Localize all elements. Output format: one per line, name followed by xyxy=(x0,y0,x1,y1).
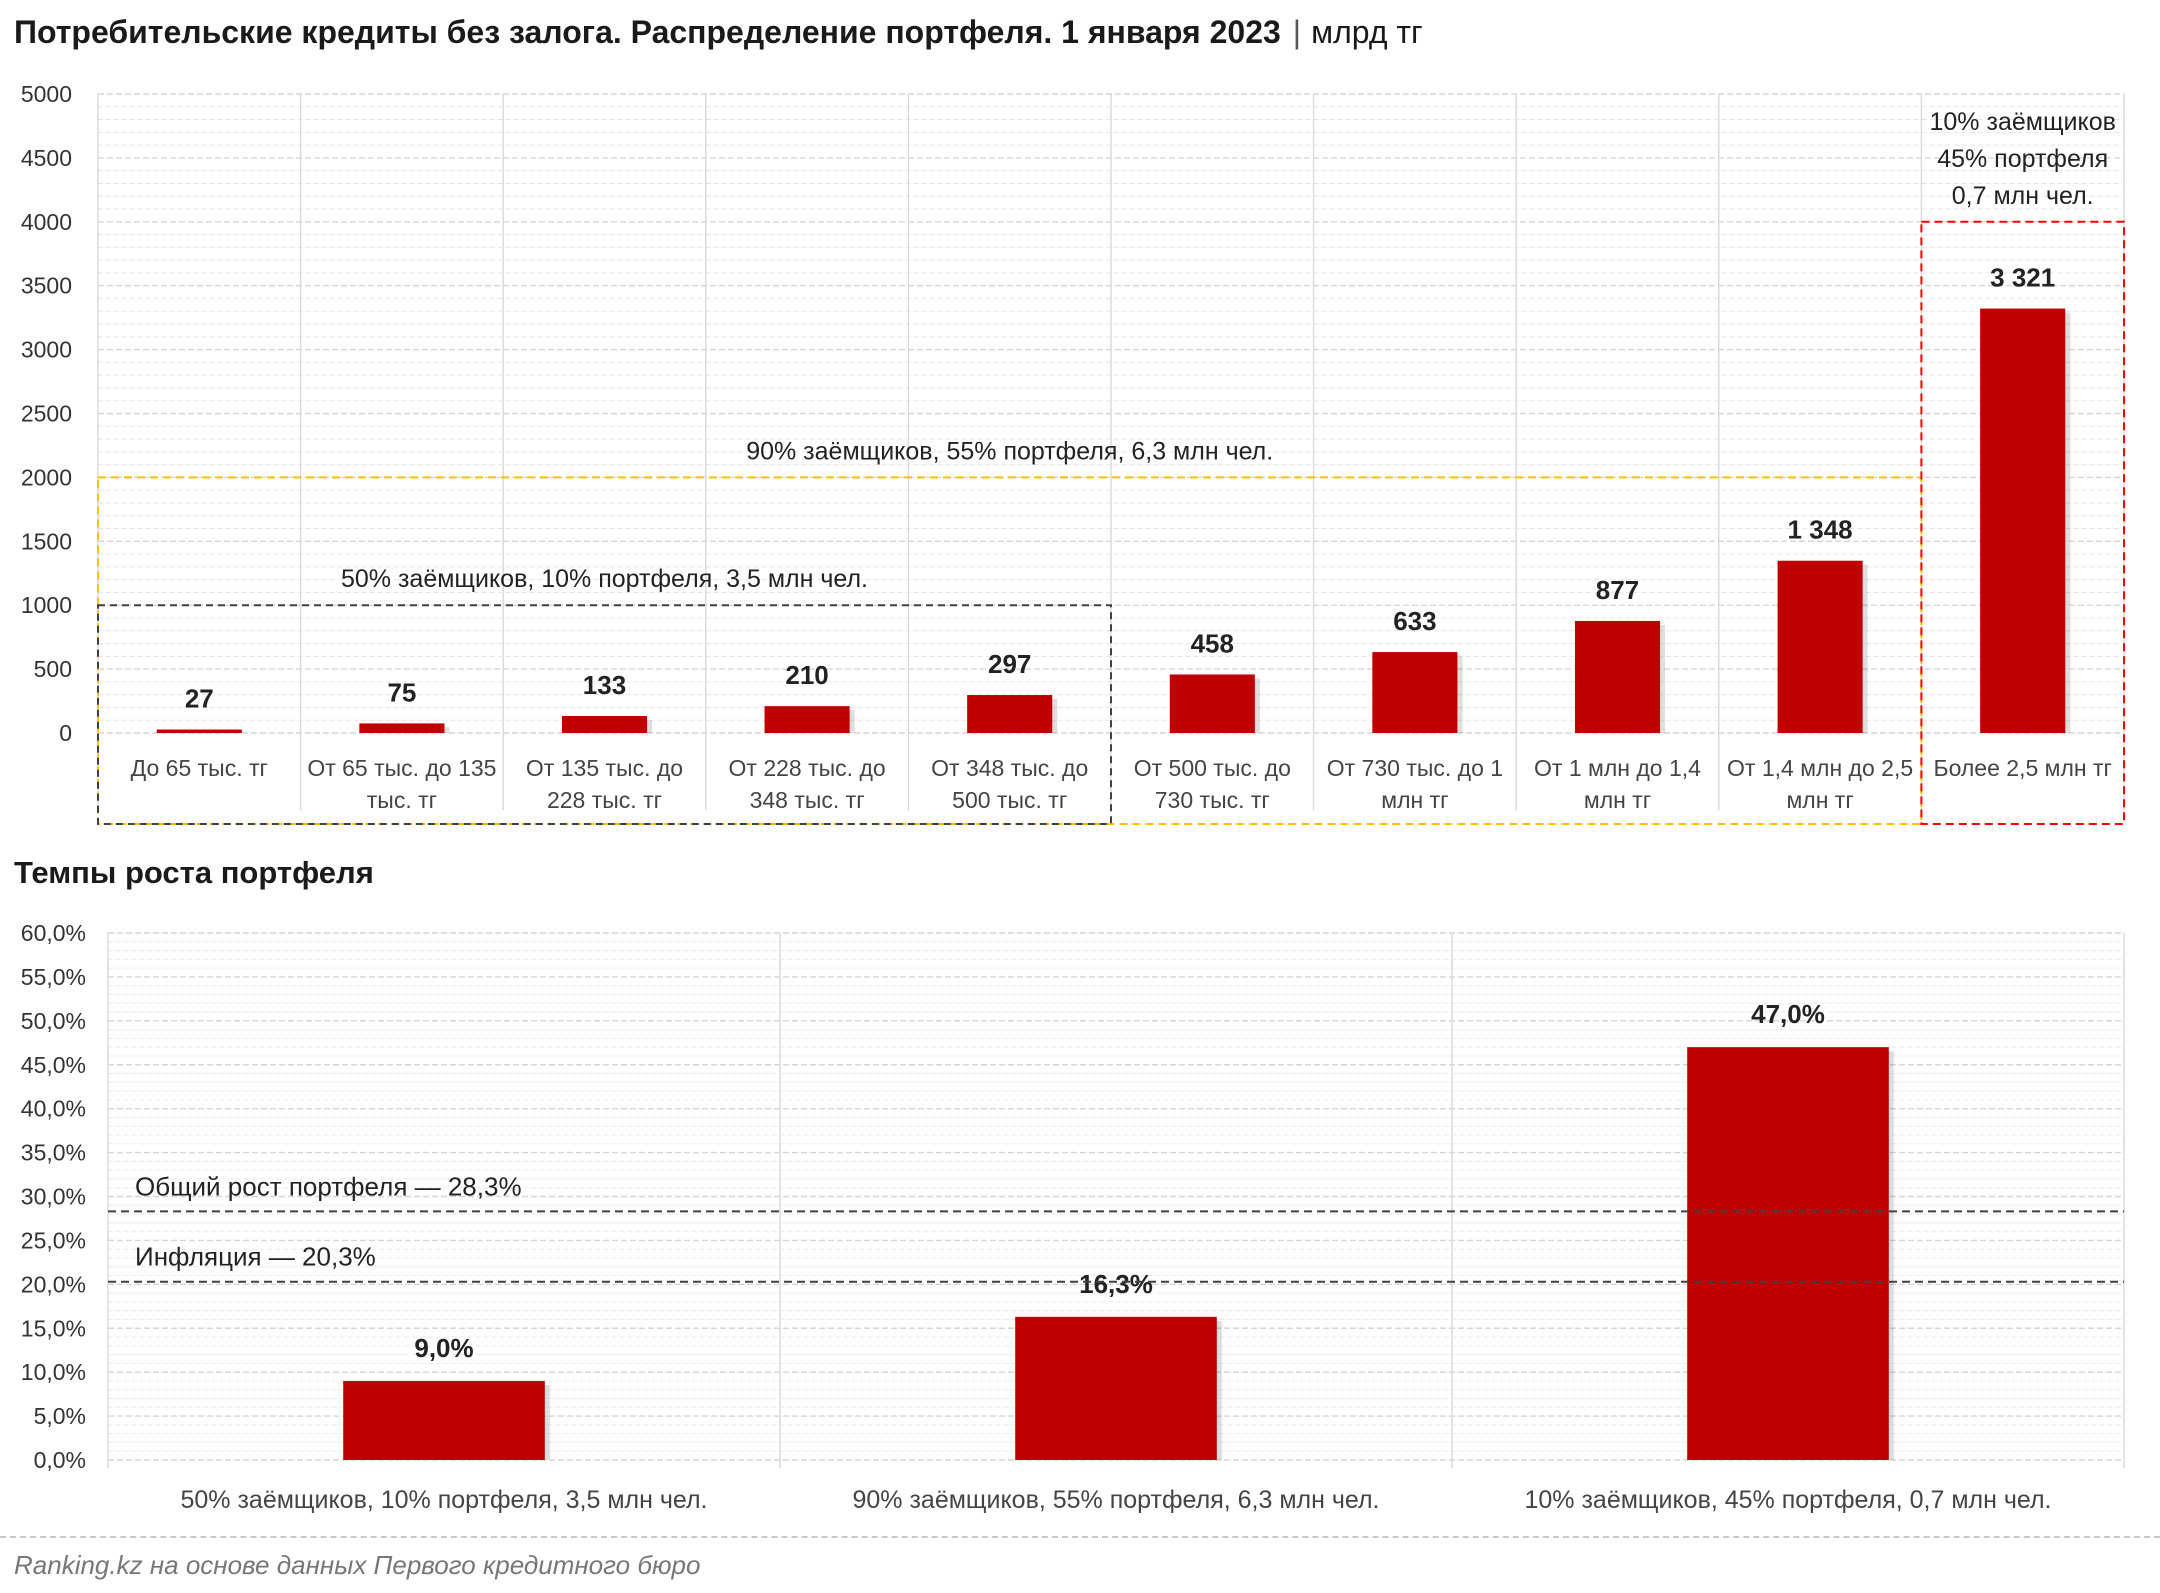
y-tick-label: 5,0% xyxy=(34,1403,86,1429)
category-label: От 135 тыс. до xyxy=(526,755,683,781)
y-tick-label: 0,0% xyxy=(34,1447,86,1473)
y-tick-label: 3000 xyxy=(21,337,72,363)
category-label: От 348 тыс. до xyxy=(931,755,1088,781)
reference-line-label: Общий рост портфеля — 28,3% xyxy=(135,1171,522,1201)
bar-value-label: 27 xyxy=(185,684,214,714)
bar-value-label: 133 xyxy=(583,670,626,700)
bar-0 xyxy=(156,729,242,733)
reference-line-label: Инфляция — 20,3% xyxy=(135,1242,376,1272)
y-tick-label: 1000 xyxy=(21,592,72,618)
y-tick-label: 3500 xyxy=(21,273,72,299)
group-label-10pct: 45% портфеля xyxy=(1937,145,2108,173)
bar-value-label: 47,0% xyxy=(1751,999,1825,1029)
y-tick-label: 60,0% xyxy=(21,920,86,946)
bar-value-label: 458 xyxy=(1191,628,1234,658)
category-label: От 228 тыс. до xyxy=(729,755,886,781)
bar-5 xyxy=(1169,674,1255,733)
group-label-10pct: 0,7 млн чел. xyxy=(1952,182,2094,210)
y-tick-label: 55,0% xyxy=(21,964,86,990)
bar-7 xyxy=(1574,620,1661,733)
bar-9 xyxy=(1980,308,2066,733)
portfolio-distribution-chart: 0 500 1000 1500 2000 2500 3000 3500 4000 4500 5000… xyxy=(21,81,2125,825)
category-label: От 1 млн до 1,4 xyxy=(1534,755,1701,781)
category-label: млн тг xyxy=(1584,787,1651,813)
bar-value-label: 75 xyxy=(387,677,416,707)
category-label: От 730 тыс. до 1 xyxy=(1327,755,1503,781)
growth-bar-2 xyxy=(1687,1047,1889,1460)
group-label-50pct: 50% заёмщиков, 10% портфеля, 3,5 млн чел… xyxy=(341,565,868,593)
y-tick-label: 20,0% xyxy=(21,1271,86,1297)
category-label: 500 тыс. тг xyxy=(952,787,1067,813)
y-tick-label: 4000 xyxy=(21,209,72,235)
category-label: 228 тыс. тг xyxy=(547,787,662,813)
y-tick-label: 0 xyxy=(59,720,72,746)
y-tick-label: 50,0% xyxy=(21,1008,86,1034)
category-label: 90% заёмщиков, 55% портфеля, 6,3 млн чел… xyxy=(852,1486,1379,1514)
category-label: млн тг xyxy=(1786,787,1853,813)
portfolio-growth-chart: 0,0% 5,0% 10,0% 15,0% 20,0% 25,0% 30,0% 35,0% 40… xyxy=(21,920,2125,1514)
y-tick-label: 15,0% xyxy=(21,1315,86,1341)
category-label: тыс. тг xyxy=(367,787,437,813)
growth-chart-title: Темпы роста портфеля xyxy=(14,855,374,890)
category-label: Более 2,5 млн тг xyxy=(1934,755,2112,781)
bar-value-label: 3 321 xyxy=(1990,263,2055,293)
y-tick-label: 10,0% xyxy=(21,1359,86,1385)
bar-value-label: 9,0% xyxy=(414,1333,473,1363)
category-label: 348 тыс. тг xyxy=(750,787,865,813)
chart-title-text: Потребительские кредиты без залога. Расп… xyxy=(14,14,1281,50)
bar-2 xyxy=(561,716,648,733)
y-tick-label: 5000 xyxy=(21,81,72,107)
y-tick-label: 4500 xyxy=(21,145,72,171)
group-box-50pct xyxy=(97,604,1112,825)
category-label: 730 тыс. тг xyxy=(1155,787,1270,813)
bar-value-label: 877 xyxy=(1596,575,1639,605)
bar-value-label: 633 xyxy=(1393,606,1436,636)
growth-bar-0 xyxy=(343,1380,545,1460)
title-separator: | xyxy=(1292,14,1302,50)
bar-value-label: 210 xyxy=(785,660,828,690)
category-label: От 1,4 млн до 2,5 xyxy=(1727,755,1913,781)
category-label: 50% заёмщиков, 10% портфеля, 3,5 млн чел… xyxy=(180,1486,707,1514)
y-tick-label: 25,0% xyxy=(21,1227,86,1253)
category-label: млн тг xyxy=(1381,787,1448,813)
chart-title: Потребительские кредиты без залога. Расп… xyxy=(14,14,1423,51)
group-box-90pct xyxy=(97,476,1923,825)
y-tick-label: 1500 xyxy=(21,528,72,554)
bar-value-label: 1 348 xyxy=(1788,515,1853,545)
bar-value-label: 16,3% xyxy=(1079,1269,1153,1299)
y-tick-label: 2000 xyxy=(21,464,72,490)
category-label: От 65 тыс. до 135 xyxy=(307,755,496,781)
group-label-10pct: 10% заёмщиков xyxy=(1930,108,2116,136)
footer-divider xyxy=(0,1536,2160,1538)
group-label-90pct: 90% заёмщиков, 55% портфеля, 6,3 млн чел… xyxy=(746,437,1273,465)
bar-value-label: 297 xyxy=(988,649,1031,679)
category-label: 10% заёмщиков, 45% портфеля, 0,7 млн чел… xyxy=(1524,1486,2051,1514)
group-box-10pct xyxy=(1920,220,2125,825)
bar-3 xyxy=(764,706,850,733)
y-tick-label: 45,0% xyxy=(21,1052,86,1078)
y-tick-label: 500 xyxy=(34,656,72,682)
y-tick-label: 40,0% xyxy=(21,1096,86,1122)
y-tick-label: 2500 xyxy=(21,401,72,427)
bar-4 xyxy=(967,695,1053,733)
y-tick-label: 35,0% xyxy=(21,1140,86,1166)
bar-1 xyxy=(359,723,445,733)
title-unit: млрд тг xyxy=(1311,14,1423,50)
source-note: Ranking.kz на основе данных Первого кред… xyxy=(14,1550,701,1580)
category-label: От 500 тыс. до xyxy=(1134,755,1291,781)
category-label: До 65 тыс. тг xyxy=(131,755,268,781)
bar-8 xyxy=(1777,560,1863,733)
y-tick-label: 30,0% xyxy=(21,1184,86,1210)
growth-bar-1 xyxy=(1015,1316,1217,1460)
bar-6 xyxy=(1372,652,1458,733)
